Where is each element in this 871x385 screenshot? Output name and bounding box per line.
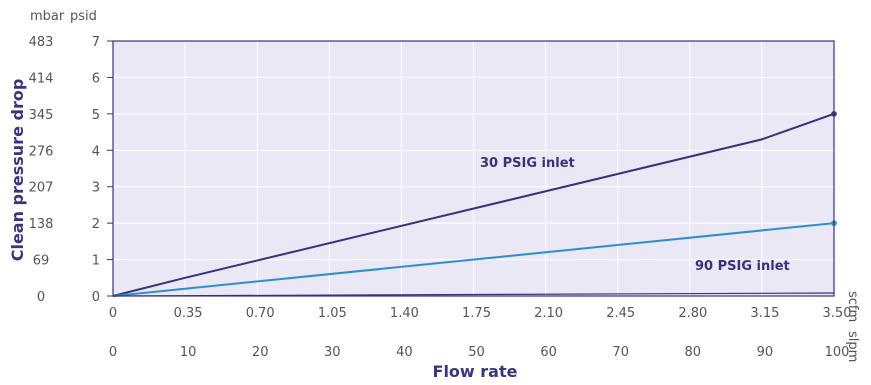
y-tick-label-psid: 4	[92, 144, 100, 159]
y-unit-psid: psid	[70, 9, 97, 24]
y-unit-mbar: mbar	[30, 9, 65, 24]
grid-lines	[113, 41, 834, 296]
x-tick-label-slpm: 30	[324, 345, 341, 360]
x-tick-label-scfm: 1.40	[390, 306, 419, 321]
y-tick-label-psid: 3	[92, 181, 100, 196]
tick-labels: 00169213832074276534564147483000.35100.7…	[29, 35, 852, 360]
x-tick-label-scfm: 0.70	[246, 306, 275, 321]
x-tick-label-slpm: 80	[685, 345, 702, 360]
y-tick-label-mbar: 414	[29, 71, 54, 86]
series-line-1	[112, 222, 835, 297]
y-axis-title: Clean pressure drop	[8, 79, 27, 262]
y-tick-label-mbar: 345	[29, 108, 54, 123]
y-tick-label-psid: 2	[92, 217, 100, 232]
y-tick-label-mbar: 138	[29, 217, 54, 232]
x-unit-slpm: slpm	[845, 331, 860, 362]
x-tick-label-scfm: 3.15	[750, 306, 779, 321]
y-tick-label-mbar: 69	[33, 254, 50, 269]
y-tick-label-psid: 1	[92, 254, 100, 269]
x-tick-label-slpm: 40	[396, 345, 413, 360]
x-tick-label-scfm: 0	[109, 306, 117, 321]
y-tick-label-psid: 0	[92, 290, 100, 305]
x-tick-label-scfm: 0.35	[174, 306, 203, 321]
x-tick-label-slpm: 10	[180, 345, 197, 360]
y-tick-label-mbar: 207	[29, 181, 54, 196]
plot-frame	[112, 40, 835, 297]
x-tick-label-slpm: 70	[612, 345, 629, 360]
x-tick-label-scfm: 2.45	[606, 306, 635, 321]
x-tick-label-slpm: 20	[252, 345, 269, 360]
y-tick-label-mbar: 276	[29, 144, 54, 159]
y-tick-label-psid: 5	[92, 108, 100, 123]
x-axis-title: Flow rate	[433, 362, 518, 381]
x-tick-label-scfm: 1.05	[318, 306, 347, 321]
y-tick-label-mbar: 483	[29, 35, 54, 50]
series-label-90psig: 90 PSIG inlet	[695, 259, 790, 274]
x-tick-label-scfm: 2.10	[534, 306, 563, 321]
series-line-0	[112, 112, 835, 297]
x-tick-label-slpm: 0	[109, 345, 117, 360]
x-tick-label-slpm: 90	[757, 345, 774, 360]
x-tick-label-slpm: 50	[468, 345, 485, 360]
x-tick-label-scfm: 1.75	[462, 306, 491, 321]
y-tick-label-psid: 7	[92, 35, 100, 50]
y-tick-label-mbar: 0	[37, 290, 45, 305]
x-unit-scfm: scfm	[845, 291, 860, 322]
x-tick-label-scfm: 3.50	[823, 306, 852, 321]
y-tick-label-psid: 6	[92, 71, 100, 86]
x-tick-label-slpm: 100	[825, 345, 850, 360]
x-tick-label-scfm: 2.80	[678, 306, 707, 321]
series-label-30psig: 30 PSIG inlet	[480, 156, 575, 171]
x-tick-label-slpm: 60	[540, 345, 557, 360]
